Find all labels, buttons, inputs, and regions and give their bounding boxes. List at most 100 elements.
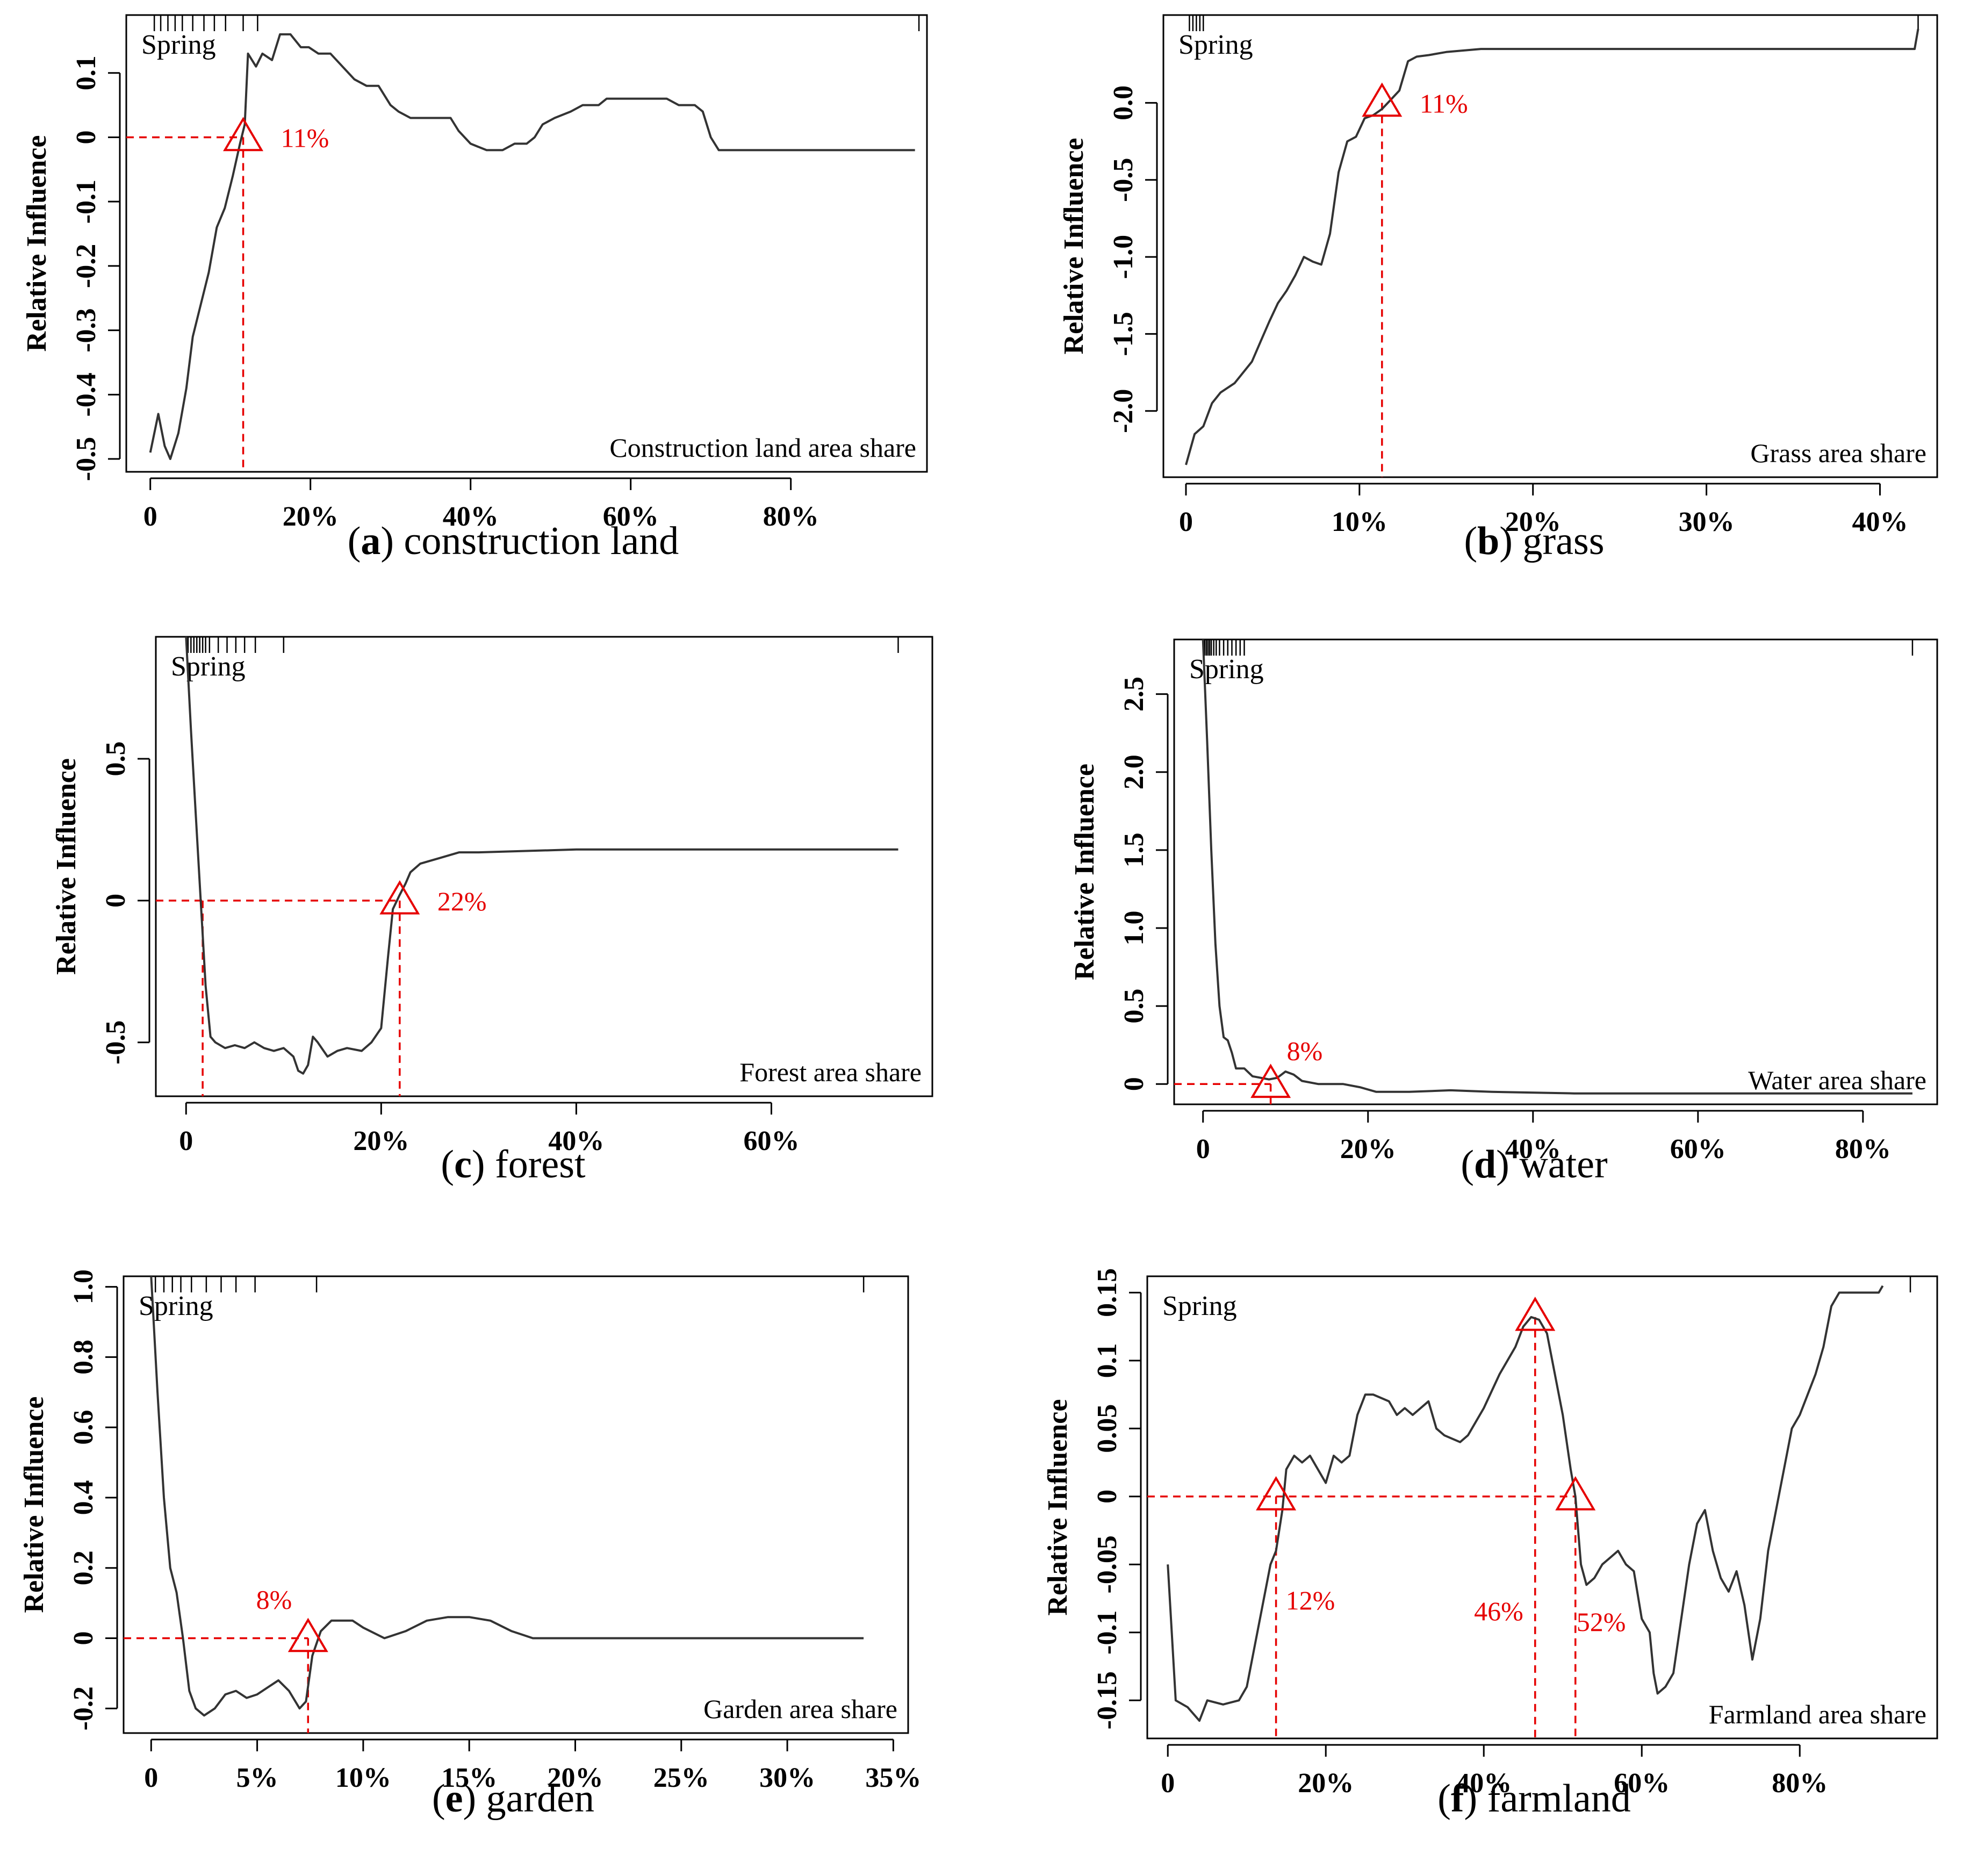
y-axis-title: Relative Influence [1069,764,1100,980]
caption-d: (d) water [1461,1142,1608,1187]
threshold-marker [223,117,264,152]
x-tick-label: 20% [1340,1134,1396,1165]
threshold-label: 11% [1420,88,1468,118]
y-tick-label: -0.5 [71,437,102,481]
x-tick-label: 10% [335,1763,391,1793]
y-axis-title: Relative Influence [1042,1399,1073,1616]
y-tick-label: -0.1 [1092,1611,1123,1655]
y-tick-label: -0.3 [71,308,102,352]
x-tick-label: 40% [443,501,499,532]
threshold-marker [1515,1296,1556,1331]
y-tick-label: -2.0 [1108,389,1139,433]
series-label: Garden area share [703,1694,897,1724]
threshold-label: 8% [256,1584,292,1614]
x-tick-label: 15% [441,1763,497,1793]
threshold-marker [1555,1476,1596,1511]
series-line [149,33,915,461]
y-tick-label: 0.4 [68,1480,99,1515]
series-line [185,636,898,1075]
caption-text: forest [485,1142,586,1187]
caption-letter: a [361,519,381,563]
y-tick-label: 0.8 [68,1340,99,1375]
season-label: Spring [141,30,216,60]
x-tick-label: 40% [1852,507,1908,537]
x-tick-label: 60% [743,1126,799,1156]
chart-panel-c: 0 20% 40% 60% -0.5 0 0.5 Relative Influence Spri… [51,636,933,1156]
caption-text: garden [476,1777,594,1821]
series-label: Grass area share [1750,438,1926,468]
threshold-label: 11% [281,123,329,153]
x-tick-label: 80% [1772,1768,1828,1799]
x-tick-label: 5% [236,1763,278,1793]
y-tick-label: 1.0 [1119,910,1149,945]
y-tick-label: 0.6 [68,1410,99,1445]
x-tick-label: 80% [1835,1134,1891,1165]
y-tick-label: -1.5 [1108,312,1139,356]
chart-panel-a: 0 20% 40% 60% 80% -0.5 -0.4 -0.3 -0.2 -0.1 0 0.1 Rel… [21,14,928,532]
y-tick-label: 0 [100,894,131,908]
caption-letter: c [454,1142,472,1187]
caption-f: (f) farmland [1437,1777,1631,1821]
x-tick-label: 40% [1505,1134,1561,1165]
season-label: Spring [1162,1291,1237,1321]
caption-text: construction land [394,519,679,563]
caption-text: farmland [1477,1777,1631,1821]
plot-frame [155,636,933,1097]
x-tick-label: 30% [1679,507,1735,537]
x-tick-label: 40% [548,1126,604,1156]
plot-frame [1146,1275,1938,1740]
x-tick-label: 20% [353,1126,409,1156]
chart-panel-b: 0 10% 20% 30% 40% -2.0 -1.5 -1.0 -0.5 0.0 Relative… [1059,14,1938,537]
y-axis-title: Relative Influence [19,1397,49,1613]
y-tick-label: -0.5 [100,1020,131,1065]
caption-letter: b [1477,519,1500,563]
y-tick-label: 0.15 [1092,1268,1123,1317]
y-tick-label: 0.05 [1092,1404,1123,1453]
y-tick-label: -1.0 [1108,235,1139,279]
y-tick-label: 0 [1119,1077,1149,1091]
y-tick-label: 0.5 [100,741,131,776]
series-label: Water area share [1748,1065,1926,1095]
x-tick-label: 0 [144,1763,158,1793]
y-tick-label: 1.5 [1119,832,1149,867]
threshold-marker [379,880,420,915]
x-tick-label: 80% [763,501,819,532]
x-tick-label: 25% [653,1763,709,1793]
plot-frame [125,14,928,473]
threshold-marker [287,1618,328,1652]
x-tick-label: 0 [143,501,157,532]
plot-frame [1162,14,1938,478]
y-axis-title: Relative Influence [21,135,52,352]
y-tick-label: 0.1 [71,55,102,90]
caption-letter: d [1474,1142,1497,1187]
y-axis-title: Relative Influence [51,758,82,975]
x-tick-label: 0 [1196,1134,1210,1165]
x-tick-label: 0 [1161,1768,1175,1799]
plot-frame [123,1275,909,1734]
series-label: Construction land area share [609,433,916,463]
caption-b: (b) grass [1464,519,1605,563]
x-tick-label: 60% [1670,1134,1726,1165]
series-line [150,1276,864,1717]
series-line [1167,1285,1884,1722]
series-line [1185,28,1919,465]
series-label: Farmland area share [1709,1699,1926,1729]
y-tick-label: -0.4 [71,372,102,416]
y-tick-label: -0.5 [1108,158,1139,202]
caption-text: grass [1512,519,1605,563]
y-tick-label: -0.05 [1092,1535,1123,1593]
caption-letter: e [445,1777,463,1821]
threshold-label: 46% [1474,1596,1523,1626]
caption-a: (a) construction land [347,519,679,563]
x-tick-label: 60% [603,501,659,532]
caption-e: (e) garden [432,1777,594,1821]
y-tick-label: -0.2 [68,1686,99,1730]
y-tick-label: 1.0 [68,1269,99,1304]
y-tick-label: 0 [1092,1490,1123,1504]
x-tick-label: 0 [179,1126,193,1156]
threshold-marker [1362,82,1403,117]
x-tick-label: 20% [283,501,339,532]
plot-frame [1173,638,1938,1105]
y-tick-label: 0.1 [1092,1343,1123,1378]
